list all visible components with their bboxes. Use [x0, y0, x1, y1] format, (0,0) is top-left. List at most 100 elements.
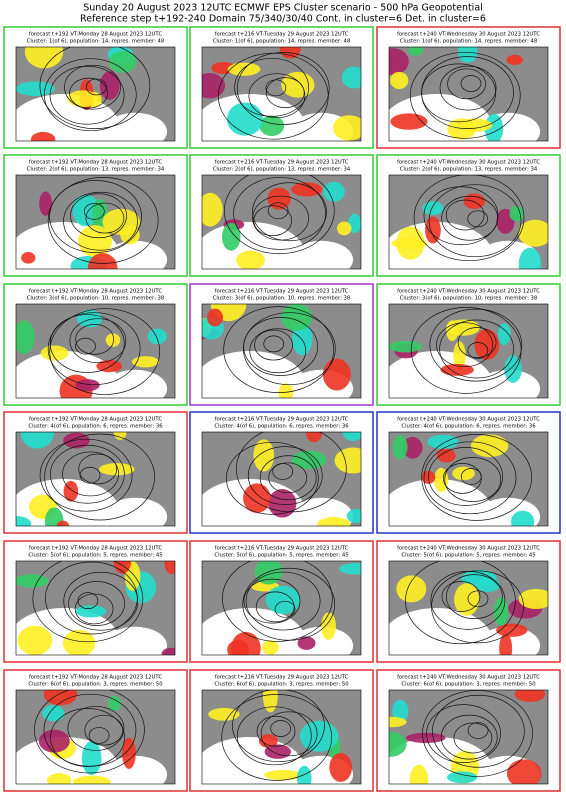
- contour: [43, 58, 137, 132]
- anomaly: [42, 705, 65, 722]
- anomaly: [504, 355, 522, 383]
- panel-forecast: forecast t+240 VT:Wednesday 30 August 20…: [397, 289, 540, 295]
- panel-forecast: forecast t+240 VT:Wednesday 30 August 20…: [397, 32, 540, 38]
- contour: [467, 722, 489, 739]
- map-frame: [15, 174, 176, 270]
- contour: [445, 574, 503, 619]
- anomaly: [161, 647, 175, 655]
- contour: [247, 446, 323, 505]
- map: [202, 690, 361, 784]
- contour: [413, 175, 525, 262]
- contour: [50, 708, 125, 767]
- anomaly: [306, 432, 322, 443]
- ocean: [103, 497, 168, 526]
- anomaly: [63, 432, 90, 449]
- anomaly: [253, 439, 275, 472]
- contour: [453, 722, 493, 754]
- anomaly: [75, 379, 100, 392]
- map-frame: [388, 303, 549, 399]
- panel: forecast t+192 VT:Monday 28 August 2023 …: [3, 540, 188, 663]
- contour: [467, 342, 489, 359]
- anomaly: [99, 71, 120, 100]
- anomaly: [336, 221, 352, 236]
- contour: [64, 64, 121, 110]
- contour: [422, 690, 533, 777]
- contour: [69, 77, 108, 109]
- anomaly: [408, 47, 423, 56]
- panel-forecast: forecast t+216 VT:Tuesday 29 August 2023…: [215, 675, 349, 681]
- panel-cluster: Cluster: 5(of 6), population: 5, repres.…: [28, 553, 162, 559]
- anomaly: [446, 771, 478, 784]
- anomaly: [254, 561, 283, 585]
- map-frame: [388, 46, 549, 142]
- map: [389, 561, 548, 655]
- contour: [441, 581, 481, 612]
- panel: forecast t+240 VT:Wednesday 30 August 20…: [376, 411, 561, 534]
- anomaly: [261, 640, 279, 655]
- ocean: [289, 240, 354, 269]
- contour: [49, 308, 161, 395]
- anomaly: [392, 699, 409, 722]
- anomaly: [457, 47, 478, 63]
- anomaly: [389, 716, 407, 728]
- contour: [439, 65, 497, 111]
- contour: [259, 455, 317, 501]
- anomaly: [105, 333, 121, 347]
- contour: [234, 57, 309, 117]
- contour: [78, 453, 118, 485]
- map-frame: [15, 560, 176, 656]
- panel-cluster: Cluster: 4(of 6), population: 6, repres.…: [214, 424, 349, 430]
- anomaly: [291, 182, 323, 197]
- anomaly: [422, 201, 444, 216]
- anomaly: [75, 605, 107, 618]
- contour: [49, 180, 142, 253]
- anomaly: [147, 328, 167, 345]
- panel: forecast t+240 VT:Wednesday 30 August 20…: [376, 26, 561, 149]
- anomaly: [208, 707, 240, 721]
- contour: [428, 184, 522, 258]
- contour: [426, 704, 501, 763]
- contour: [68, 581, 125, 626]
- anomaly: [24, 47, 64, 69]
- map: [202, 561, 361, 655]
- anomaly: [131, 356, 160, 368]
- map-frame: [201, 46, 362, 142]
- map-frame: [15, 303, 176, 399]
- map-frame: [201, 560, 362, 656]
- anomaly: [518, 247, 542, 269]
- map: [202, 304, 361, 398]
- panel: forecast t+216 VT:Tuesday 29 August 2023…: [189, 154, 374, 277]
- panel-cluster: Cluster: 2(of 6), population: 13, repres…: [213, 167, 351, 173]
- anomaly: [332, 115, 361, 141]
- anomaly: [40, 345, 69, 361]
- contour: [443, 462, 482, 494]
- contour: [47, 312, 141, 386]
- contour: [421, 56, 514, 129]
- anomaly: [346, 508, 361, 524]
- contour: [256, 715, 296, 747]
- anomaly: [16, 574, 49, 588]
- map-frame: [388, 174, 549, 270]
- map-frame: [15, 431, 176, 527]
- contour: [467, 590, 489, 608]
- panel-cluster: Cluster: 1(of 6), population: 14, repres…: [400, 39, 538, 45]
- anomaly: [281, 71, 315, 98]
- anomaly: [44, 507, 64, 526]
- anomaly: [206, 308, 224, 327]
- ocean: [16, 94, 120, 141]
- panel-cluster: Cluster: 1(of 6), population: 14, repres…: [27, 39, 165, 45]
- anomaly: [202, 192, 223, 227]
- ocean: [389, 479, 493, 526]
- contour: [436, 322, 493, 368]
- anomaly: [453, 341, 466, 371]
- contour: [242, 567, 336, 641]
- anomaly: [16, 515, 32, 526]
- anomaly: [425, 216, 441, 244]
- contour: [34, 690, 145, 774]
- anomaly: [47, 773, 72, 784]
- anomaly: [265, 585, 301, 615]
- anomaly: [506, 54, 524, 65]
- anomaly: [334, 447, 361, 474]
- anomaly: [258, 734, 278, 748]
